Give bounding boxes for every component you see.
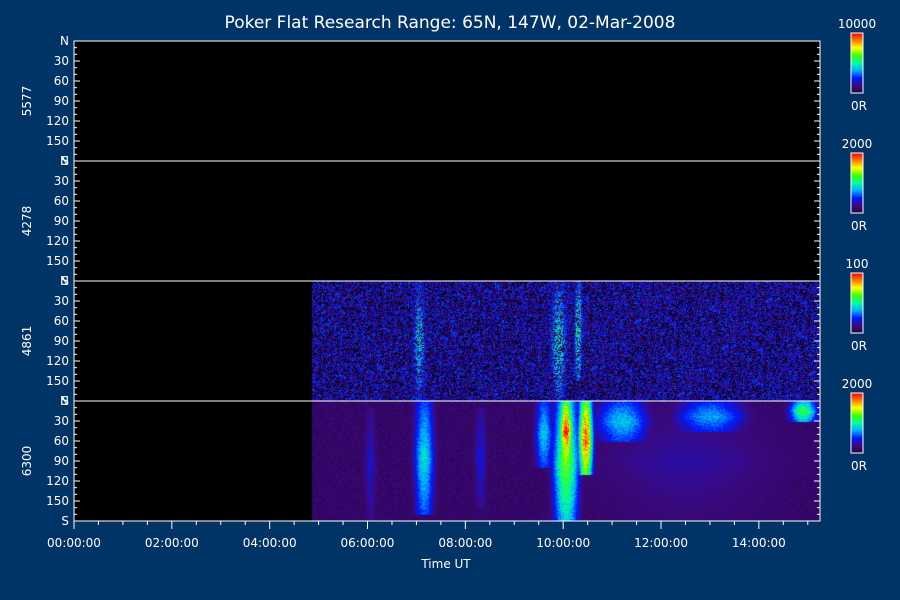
y-tick-label: S (61, 394, 69, 408)
y-tick-label: 30 (54, 414, 69, 428)
x-tick-label: 14:00:00 (732, 536, 786, 550)
y-tick-label: 120 (46, 114, 69, 128)
y-tick-label: 30 (54, 54, 69, 68)
panel-background (74, 161, 820, 281)
x-tick-label: 00:00:00 (47, 536, 101, 550)
y-tick-label: 60 (54, 74, 69, 88)
y-tick-label: N (60, 274, 69, 288)
chart-title: Poker Flat Research Range: 65N, 147W, 02… (225, 13, 676, 33)
y-tick-label: 120 (46, 474, 69, 488)
y-tick-label: 120 (46, 234, 69, 248)
colorbar-max-label: 2000 (842, 377, 873, 391)
colorbar-max-label: 2000 (842, 137, 873, 151)
y-tick-label: S (61, 274, 69, 288)
y-tick-label: 60 (54, 314, 69, 328)
y-tick-label: 90 (54, 214, 69, 228)
colorbar (850, 392, 864, 454)
colorbar-min-label: 0R (851, 219, 867, 233)
panel-wavelength-label: 5577 (20, 86, 34, 117)
colorbar (850, 272, 864, 334)
panel-wavelength-label: 4861 (20, 326, 34, 357)
y-tick-label: 150 (46, 254, 69, 268)
y-tick-label: 150 (46, 374, 69, 388)
y-tick-label: N (60, 154, 69, 168)
colorbar-max-label: 100 (846, 257, 869, 271)
colorbar-min-label: 0R (851, 99, 867, 113)
x-tick-label: 12:00:00 (634, 536, 688, 550)
x-tick-label: 04:00:00 (243, 536, 297, 550)
heatmap-image (74, 401, 820, 521)
y-tick-label: 30 (54, 294, 69, 308)
y-tick-label: 120 (46, 354, 69, 368)
panel-wavelength-label: 6300 (20, 446, 34, 477)
y-tick-label: S (61, 154, 69, 168)
y-tick-label: 150 (46, 494, 69, 508)
y-tick-label: 90 (54, 454, 69, 468)
x-axis-label: Time UT (420, 557, 471, 571)
colorbar (850, 152, 864, 214)
keogram-panel-5577: N 30 60 90 120 150 S 5577 10000 0R (20, 17, 876, 168)
y-tick-label: 60 (54, 194, 69, 208)
x-tick-label: 08:00:00 (438, 536, 492, 550)
colorbar-min-label: 0R (851, 459, 867, 473)
panel-background (74, 41, 820, 161)
y-tick-label: 150 (46, 134, 69, 148)
keogram-panel-4861: N 30 60 90 120 150 S 4861 100 0R (20, 257, 868, 408)
colorbar (850, 32, 864, 94)
y-tick-label: N (60, 394, 69, 408)
x-tick-label: 02:00:00 (145, 536, 199, 550)
keogram-panel-4278: N 30 60 90 120 150 S 4278 2000 0R (20, 137, 872, 288)
y-tick-label: 60 (54, 434, 69, 448)
y-tick-label: 90 (54, 94, 69, 108)
x-tick-label: 10:00:00 (536, 536, 590, 550)
y-tick-label: 30 (54, 174, 69, 188)
colorbar-max-label: 10000 (838, 17, 876, 31)
keogram-panel-6300: N 30 60 90 120 150 S 6300 2000 0R (20, 377, 872, 528)
y-tick-label: 90 (54, 334, 69, 348)
panels-layer: N 30 60 90 120 150 S 5577 10000 0R N 30 60 90 120 150 S 4… (20, 17, 876, 528)
x-axis: 00:00:00 02:00:00 04:00:00 06:00:00 08:00:00… (47, 521, 809, 550)
y-tick-label: S (61, 514, 69, 528)
colorbar-min-label: 0R (851, 339, 867, 353)
y-tick-label: N (60, 34, 69, 48)
x-tick-label: 06:00:00 (341, 536, 395, 550)
panel-wavelength-label: 4278 (20, 206, 34, 237)
heatmap-image (74, 281, 820, 401)
